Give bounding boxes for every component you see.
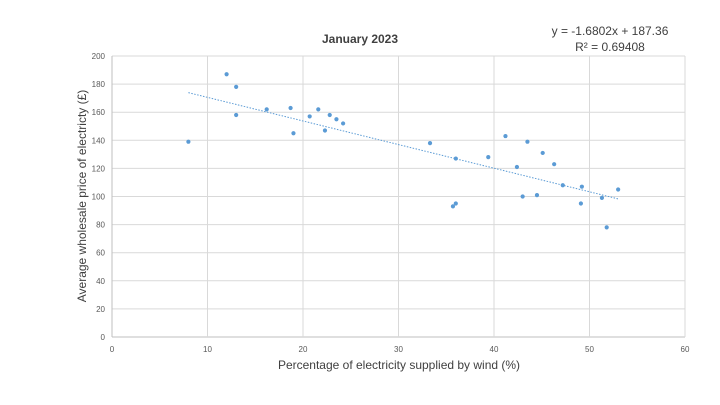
data-point	[234, 84, 239, 90]
x-axis-label: Percentage of electricity supplied by wi…	[278, 358, 520, 372]
data-point	[579, 184, 584, 189]
data-point	[307, 114, 312, 119]
data-point	[450, 204, 456, 209]
data-point	[322, 128, 328, 133]
y-tick-label: 100	[92, 193, 106, 202]
data-point	[514, 164, 520, 170]
y-tick-label: 80	[96, 221, 105, 230]
data-point	[288, 105, 293, 111]
y-tick-label: 60	[96, 249, 105, 258]
data-point	[427, 141, 433, 146]
x-tick-label: 30	[394, 345, 403, 354]
y-tick-label: 120	[92, 164, 106, 173]
data-point	[540, 150, 545, 156]
data-point	[234, 112, 239, 118]
data-point	[341, 121, 346, 126]
y-tick-label: 160	[92, 108, 106, 117]
data-point	[334, 117, 339, 122]
data-point	[604, 225, 609, 230]
y-tick-label: 0	[101, 333, 106, 342]
data-point	[552, 162, 557, 167]
x-tick-label: 20	[299, 345, 308, 354]
trendline-r-squared: R² = 0.69408	[575, 40, 645, 54]
x-tick-label: 50	[585, 345, 594, 354]
y-tick-label: 200	[92, 52, 106, 61]
data-point	[291, 131, 296, 136]
x-tick-label: 60	[681, 345, 690, 354]
data-point	[264, 107, 269, 112]
y-tick-label: 20	[96, 305, 105, 314]
data-point	[503, 133, 508, 139]
data-point	[525, 139, 530, 144]
data-point	[599, 195, 605, 201]
data-point	[616, 187, 621, 192]
data-point	[520, 194, 525, 199]
data-point	[453, 156, 458, 161]
y-axis-label: Average wholesale price of electricty (£…	[75, 90, 89, 303]
trendline	[188, 92, 619, 200]
data-point	[224, 72, 229, 77]
data-point	[560, 183, 565, 188]
data-point	[578, 201, 584, 206]
x-tick-label: 0	[110, 345, 115, 354]
y-tick-label: 40	[96, 277, 105, 286]
tick-labels: 0 20 40 60 80 100 120 140 160 180 200 0 10 20 30 40 50 60	[92, 52, 690, 354]
trendline-equation: y = -1.6802x + 187.36	[552, 24, 669, 38]
x-tick-label: 40	[490, 345, 499, 354]
chart-title: January 2023	[322, 32, 398, 46]
data-point	[316, 107, 321, 112]
gridlines	[111, 55, 686, 338]
data-points	[186, 72, 621, 230]
y-tick-label: 140	[92, 136, 106, 145]
x-tick-label: 10	[203, 345, 212, 354]
data-point	[486, 155, 491, 160]
y-tick-label: 180	[92, 80, 106, 89]
data-point	[186, 139, 191, 144]
data-point	[327, 112, 332, 118]
data-point	[534, 192, 540, 198]
data-point	[453, 201, 458, 206]
